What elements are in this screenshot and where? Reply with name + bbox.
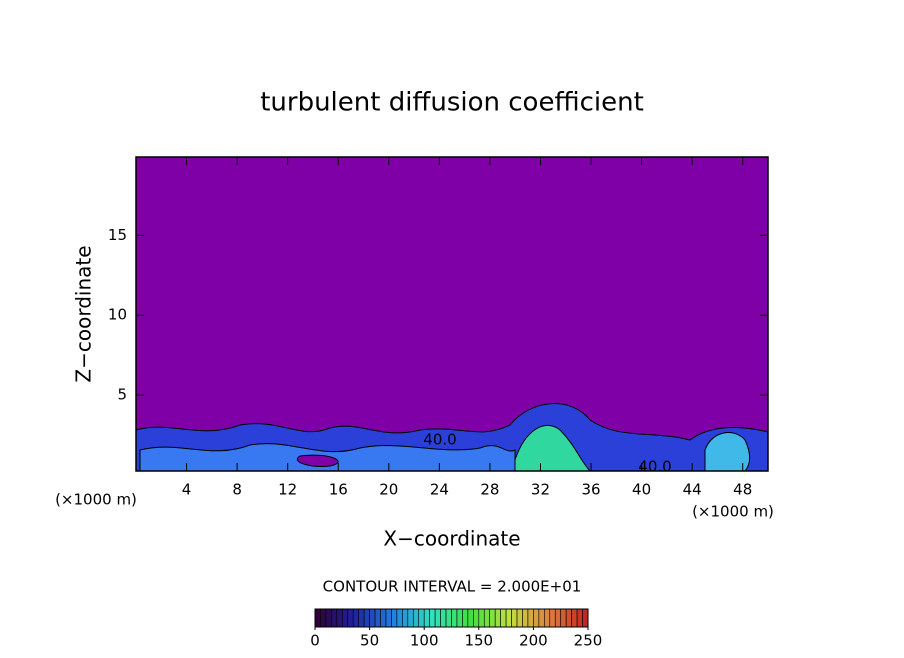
colorbar-cell bbox=[385, 608, 392, 628]
plot-frame bbox=[135, 156, 769, 472]
field-mid bbox=[704, 432, 750, 472]
x-tick-label: 48 bbox=[733, 481, 752, 499]
colorbar-cell bbox=[440, 608, 447, 628]
colorbar-cell bbox=[533, 608, 540, 628]
colorbar-cell bbox=[434, 608, 441, 628]
colorbar-cell bbox=[516, 608, 523, 628]
colorbar-cell bbox=[522, 608, 529, 628]
colorbar-cell bbox=[467, 608, 474, 628]
colorbar-cell bbox=[374, 608, 381, 628]
colorbar-tick-label: 50 bbox=[360, 632, 379, 650]
colorbar-cell bbox=[462, 608, 469, 628]
field-approximation bbox=[135, 403, 769, 472]
colorbar-cell bbox=[358, 608, 365, 628]
colorbar-cell bbox=[473, 608, 480, 628]
colorbar-cell bbox=[363, 608, 370, 628]
colorbar-cell bbox=[380, 608, 387, 628]
colorbar-cell bbox=[429, 608, 436, 628]
colorbar-cell bbox=[489, 608, 496, 628]
y-tick-label: 5 bbox=[117, 386, 127, 404]
x-tick-label: 36 bbox=[581, 481, 600, 499]
colorbar-cell bbox=[445, 608, 452, 628]
colorbar-cell bbox=[505, 608, 512, 628]
y-tick-label: 10 bbox=[108, 306, 127, 324]
colorbar-cell bbox=[407, 608, 414, 628]
x-tick-label: 12 bbox=[278, 481, 297, 499]
x-tick-label: 24 bbox=[430, 481, 449, 499]
y-tick-label: 15 bbox=[108, 226, 127, 244]
colorbar-title: CONTOUR INTERVAL = 2.000E+01 bbox=[323, 578, 582, 596]
colorbar-cell bbox=[331, 608, 338, 628]
x-tick-label: 32 bbox=[531, 481, 550, 499]
x-tick-label: 44 bbox=[683, 481, 702, 499]
colorbar-tick-label: 150 bbox=[464, 632, 493, 650]
colorbar-cell bbox=[402, 608, 409, 628]
colorbar-cell bbox=[560, 608, 567, 628]
colorbar-cell bbox=[314, 608, 321, 628]
colorbar-tick-label: 250 bbox=[574, 632, 603, 650]
contour-label: 40.0 bbox=[423, 431, 456, 449]
colorbar-cell bbox=[582, 608, 589, 628]
colorbar-tick-label: 200 bbox=[519, 632, 548, 650]
colorbar-cell bbox=[423, 608, 430, 628]
colorbar-cell bbox=[352, 608, 359, 628]
colorbar-cell bbox=[336, 608, 343, 628]
colorbar-cell bbox=[396, 608, 403, 628]
colorbar-cell bbox=[544, 608, 551, 628]
colorbar-frame bbox=[314, 608, 589, 628]
colorbar-cell bbox=[391, 608, 398, 628]
colorbar-cell bbox=[341, 608, 349, 628]
colorbar-cell bbox=[412, 608, 420, 628]
x-axis-label: X−coordinate bbox=[383, 527, 520, 551]
x-tick-label: 8 bbox=[232, 481, 242, 499]
x-unit-label: (×1000 m) bbox=[692, 503, 774, 521]
colorbar-cell bbox=[478, 608, 485, 628]
colorbar-cell bbox=[549, 608, 556, 628]
colorbar-cell bbox=[565, 608, 572, 628]
x-tick-label: 16 bbox=[329, 481, 348, 499]
plot-background bbox=[136, 157, 768, 471]
colorbar-cell bbox=[527, 608, 534, 628]
x-tick-label: 28 bbox=[480, 481, 499, 499]
colorbar-tick-label: 0 bbox=[310, 632, 320, 650]
x-tick-label: 20 bbox=[379, 481, 398, 499]
x-unit-label: (×1000 m) bbox=[55, 491, 137, 509]
colorbar-cell bbox=[418, 608, 425, 628]
colorbar-cell bbox=[494, 608, 501, 628]
colorbar-cell bbox=[451, 608, 458, 628]
field-high bbox=[514, 424, 592, 472]
x-tick-label: 4 bbox=[182, 481, 192, 499]
field-low bbox=[297, 454, 339, 467]
colorbar-tick-label: 100 bbox=[410, 632, 439, 650]
colorbar-cell bbox=[576, 608, 583, 628]
colorbar-cell bbox=[325, 608, 332, 628]
x-tick-label: 40 bbox=[632, 481, 651, 499]
colorbar-cell bbox=[483, 608, 491, 628]
colorbar-cell bbox=[320, 608, 327, 628]
colorbar-cell bbox=[369, 608, 376, 628]
colorbar-cell bbox=[571, 608, 578, 628]
contour-label: 40.0 bbox=[638, 458, 671, 476]
colorbar-cell bbox=[511, 608, 518, 628]
chart-title: turbulent diffusion coefficient bbox=[260, 88, 644, 118]
colorbar-cell bbox=[456, 608, 463, 628]
colorbar-cell bbox=[500, 608, 507, 628]
colorbar-cell bbox=[554, 608, 561, 628]
colorbar-cell bbox=[347, 608, 354, 628]
colorbar-cell bbox=[538, 608, 545, 628]
y-axis-label: Z−coordinate bbox=[72, 245, 96, 382]
